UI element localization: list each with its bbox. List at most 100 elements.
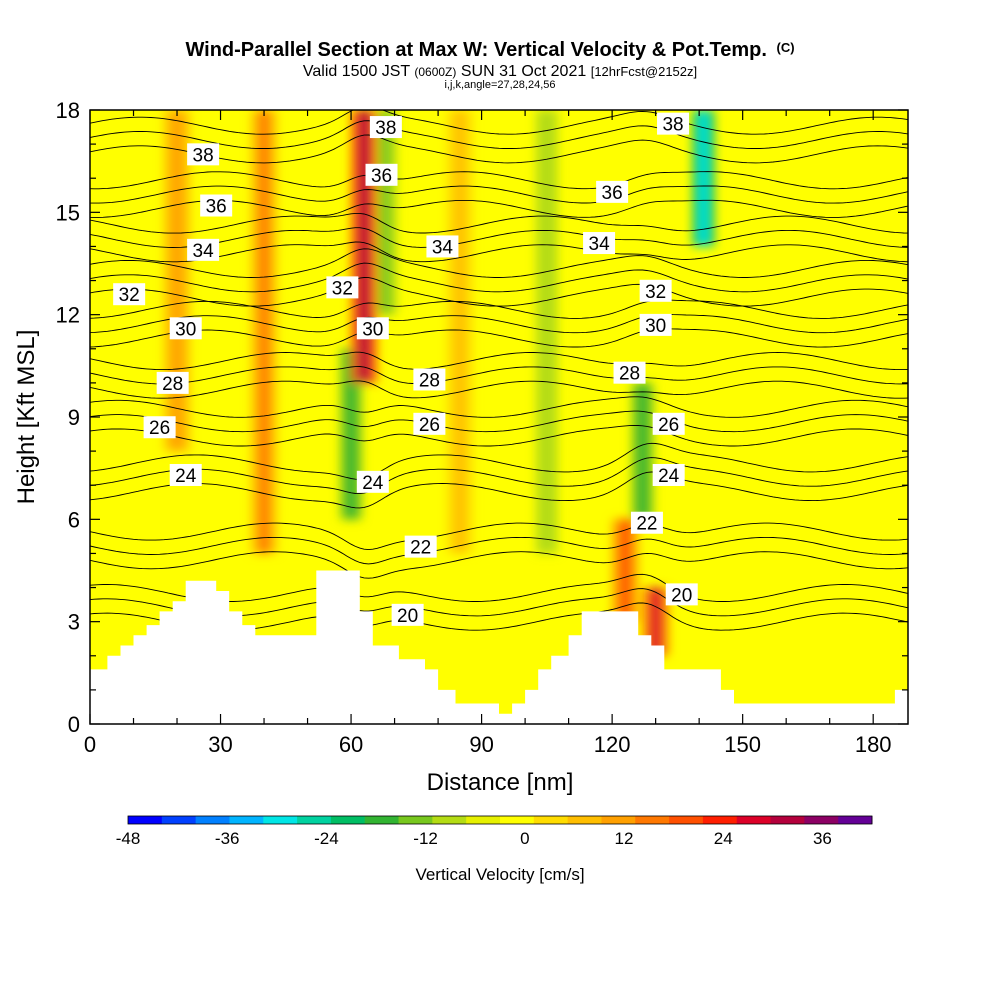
colorbar-swatch xyxy=(195,816,230,824)
theta-label-text: 36 xyxy=(602,183,623,204)
downdraft-core xyxy=(637,382,648,520)
theta-label: 32 xyxy=(113,283,146,306)
theta-label-bg xyxy=(652,412,685,435)
theta-label: 30 xyxy=(169,317,202,340)
y-tick-label: 9 xyxy=(68,405,80,430)
colorbar-swatch xyxy=(364,816,400,824)
colorbar-swatch xyxy=(635,816,670,824)
theta-label-bg xyxy=(426,235,459,258)
theta-isoline xyxy=(90,299,908,319)
theta-label-bg xyxy=(356,470,389,493)
theta-label-text: 24 xyxy=(658,466,680,487)
theta-isoline xyxy=(90,522,908,551)
y-tick-label: 6 xyxy=(68,507,80,532)
theta-label-bg xyxy=(356,317,389,340)
theta-label: 28 xyxy=(613,361,646,385)
theta-label-bg xyxy=(156,371,189,394)
theta-label: 36 xyxy=(365,163,398,187)
y-axis-label: Height [Kft MSL] xyxy=(13,330,40,505)
theta-isoline xyxy=(90,227,908,248)
colorbar-tick-label: 36 xyxy=(813,829,832,848)
theta-label: 34 xyxy=(583,232,616,255)
updraft-core xyxy=(454,110,466,554)
theta-isoline xyxy=(90,241,908,263)
colorbar-swatch xyxy=(466,816,501,824)
theta-label-text: 26 xyxy=(419,415,440,436)
theta-label: 38 xyxy=(369,116,402,139)
theta-label-text: 32 xyxy=(119,285,140,306)
theta-label-text: 24 xyxy=(175,466,197,487)
theta-label: 36 xyxy=(596,180,629,204)
theta-isoline xyxy=(90,120,908,149)
theta-label-text: 36 xyxy=(371,166,392,187)
colorbar-tick-label: -12 xyxy=(413,829,438,848)
theta-label-bg xyxy=(596,180,629,203)
updraft-core xyxy=(358,110,370,383)
theta-label: 38 xyxy=(187,143,220,166)
theta-label: 22 xyxy=(404,535,437,559)
colorbar-swatch xyxy=(804,816,839,824)
theta-label: 28 xyxy=(156,371,189,395)
theta-label-text: 38 xyxy=(662,115,683,136)
theta-label-bg xyxy=(365,163,398,186)
theta-label-text: 26 xyxy=(658,415,679,436)
theta-isoline xyxy=(90,536,908,565)
theta-label: 24 xyxy=(356,470,389,494)
theta-label-bg xyxy=(369,116,402,139)
theta-label: 30 xyxy=(356,317,389,340)
theta-label-bg xyxy=(169,463,202,486)
theta-label: 26 xyxy=(652,412,685,436)
theta-isoline xyxy=(90,380,908,399)
colorbar-swatch xyxy=(567,816,602,824)
theta-contours xyxy=(90,110,908,631)
theta-label: 26 xyxy=(413,412,446,436)
theta-isoline xyxy=(90,442,908,480)
theta-label-bg xyxy=(143,416,176,439)
colorbar-swatch xyxy=(330,816,366,824)
theta-label-text: 30 xyxy=(645,316,666,337)
theta-isoline xyxy=(90,248,908,278)
theta-label-text: 20 xyxy=(671,585,692,606)
theta-label-bg xyxy=(657,112,690,135)
updraft-core xyxy=(619,519,631,622)
colorbar-swatch xyxy=(702,816,738,824)
theta-label: 38 xyxy=(657,112,690,136)
chart-title: Wind-Parallel Section at Max W: Vertical… xyxy=(185,39,794,61)
theta-label-bg xyxy=(413,368,446,391)
theta-label-bg xyxy=(326,276,359,299)
theta-label-text: 38 xyxy=(375,118,396,139)
x-tick-label: 0 xyxy=(84,732,96,757)
colorbar-tick-label: 24 xyxy=(714,829,733,848)
colorbar-swatch xyxy=(128,816,163,824)
theta-label: 20 xyxy=(391,603,424,627)
theta-label: 34 xyxy=(426,235,459,258)
theta-label-text: 28 xyxy=(619,364,640,385)
theta-label-text: 28 xyxy=(419,370,440,391)
theta-label-bg xyxy=(665,583,698,606)
theta-label-text: 38 xyxy=(193,145,214,166)
colorbar-frame xyxy=(127,815,873,825)
theta-label-bg xyxy=(639,279,672,302)
theta-isoline xyxy=(90,471,908,509)
colorbar-swatch xyxy=(161,816,197,824)
colorbar-tick-label: 0 xyxy=(520,829,529,848)
velocity-columns xyxy=(163,110,715,656)
y-tick-label: 15 xyxy=(56,200,80,225)
grid-index-label: i,j,k,angle=27,28,24,56 xyxy=(444,79,555,91)
colorbar-tick-label: 12 xyxy=(615,829,634,848)
theta-isoline xyxy=(90,185,908,204)
theta-isoline xyxy=(90,171,908,190)
x-tick-label: 120 xyxy=(594,732,631,757)
theta-label-text: 30 xyxy=(175,319,196,340)
theta-label-text: 36 xyxy=(206,197,227,218)
theta-label: 26 xyxy=(143,416,176,439)
colorbar-label: Vertical Velocity [cm/s] xyxy=(415,865,584,884)
downdraft-core xyxy=(698,110,709,247)
theta-label-text: 24 xyxy=(362,473,384,494)
theta-label-bg xyxy=(113,283,146,306)
theta-label-bg xyxy=(630,511,663,534)
colorbar-swatch xyxy=(736,816,772,824)
theta-label-bg xyxy=(639,313,672,336)
x-tick-label: 180 xyxy=(855,732,892,757)
